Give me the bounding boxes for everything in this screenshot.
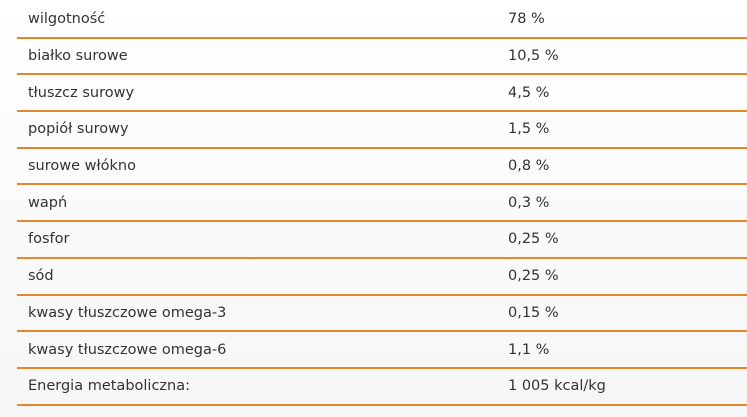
table-row: popiół surowy 1,5 % <box>17 112 747 149</box>
nutrient-value: 1,5 % <box>508 121 550 138</box>
table-row: wilgotność 78 % <box>17 2 747 39</box>
table-row: wapń 0,3 % <box>17 185 747 223</box>
nutrient-name: tłuszcz surowy <box>28 84 135 101</box>
nutrient-name: wapń <box>28 194 68 211</box>
table-row: kwasy tłuszczowe omega-3 0,15 % <box>17 296 747 333</box>
nutrient-name: białko surowe <box>28 48 128 65</box>
nutrition-table: wilgotność 78 % białko surowe 10,5 % tłuszcz… <box>17 2 747 406</box>
table-row: sód 0,25 % <box>17 259 747 296</box>
nutrient-name: wilgotność <box>28 11 106 28</box>
nutrient-value: 0,25 % <box>508 231 559 248</box>
nutrient-value: 0,3 % <box>508 194 550 211</box>
table-row: fosfor 0,25 % <box>17 222 747 259</box>
nutrient-name: Energia metaboliczna: <box>28 378 190 395</box>
nutrient-value: 10,5 % <box>508 48 559 65</box>
nutrient-name: surowe włókno <box>28 158 136 175</box>
nutrient-name: kwasy tłuszczowe omega-3 <box>28 304 227 321</box>
table-row: kwasy tłuszczowe omega-6 1,1 % <box>17 332 747 369</box>
nutrient-name: kwasy tłuszczowe omega-6 <box>28 341 227 358</box>
nutrient-name: sód <box>28 268 54 285</box>
nutrient-value: 0,8 % <box>508 158 550 175</box>
nutrient-value: 0,25 % <box>508 268 559 285</box>
nutrient-value: 1 005 kcal/kg <box>508 378 606 395</box>
nutrient-name: fosfor <box>28 231 70 248</box>
nutrient-value: 0,15 % <box>508 304 559 321</box>
table-row: Energia metaboliczna: 1 005 kcal/kg <box>17 369 747 406</box>
nutrient-value: 4,5 % <box>508 84 550 101</box>
table-row: tłuszcz surowy 4,5 % <box>17 75 747 113</box>
nutrient-value: 1,1 % <box>508 341 550 358</box>
nutrient-value: 78 % <box>508 11 545 28</box>
table-row: surowe włókno 0,8 % <box>17 149 747 186</box>
table-row: białko surowe 10,5 % <box>17 39 747 76</box>
nutrient-name: popiół surowy <box>28 121 129 138</box>
